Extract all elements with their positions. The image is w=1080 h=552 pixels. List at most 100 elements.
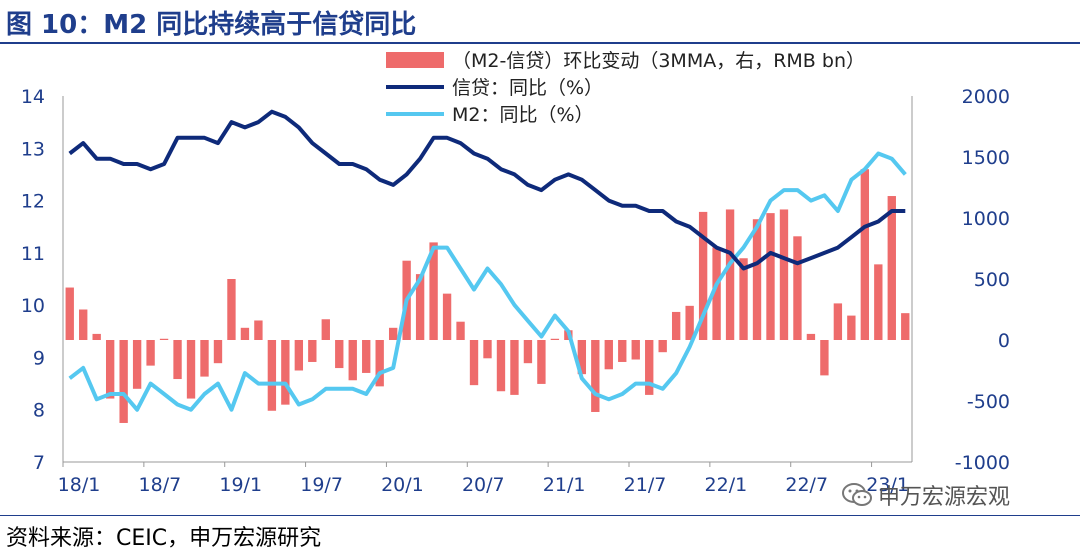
- x-tick-label: 19/7: [300, 474, 343, 496]
- y-left-tick-label: 7: [33, 452, 45, 474]
- x-tick-label: 22/1: [705, 474, 748, 496]
- bar: [173, 340, 182, 380]
- axes: 7 8 9 10 11 12 13 14 -1000 -500 0 500 1000 1500 2000 18…: [21, 86, 1010, 496]
- x-tick-label: 20/1: [381, 474, 424, 496]
- bar: [388, 327, 398, 340]
- bar: [712, 247, 721, 340]
- y-right-tick-label: 0: [998, 330, 1010, 352]
- source-note: 资料来源：CEIC，申万宏源研究: [6, 526, 322, 551]
- y-right-tick-label: 500: [974, 269, 1010, 291]
- bar: [537, 340, 546, 384]
- watermark-text: 申万宏源宏观: [878, 485, 1011, 510]
- bar: [132, 340, 142, 389]
- bar: [254, 320, 263, 340]
- bar: [739, 258, 748, 340]
- bar: [469, 340, 479, 386]
- bar: [362, 340, 371, 373]
- bar: [901, 313, 910, 340]
- x-tick-label: 21/7: [624, 474, 667, 496]
- bar: [227, 279, 236, 340]
- m2-yoy-line: [68, 151, 907, 412]
- bar: [281, 340, 290, 405]
- bar: [186, 340, 196, 399]
- credit-yoy-line: [68, 109, 906, 271]
- y-left-tick-label: 11: [21, 243, 45, 265]
- bar: [375, 340, 384, 387]
- bar: [685, 305, 694, 340]
- bar: [159, 338, 169, 340]
- bar: [308, 340, 317, 362]
- y-left-tick-label: 8: [33, 400, 45, 422]
- bar: [65, 287, 74, 340]
- bar: [79, 309, 88, 340]
- bar: [213, 340, 223, 364]
- bar: [725, 209, 735, 340]
- legend-label: （M2-信贷）环比变动（3MMA，右，RMB bn）: [452, 50, 865, 72]
- x-tick-label: 18/7: [139, 474, 182, 496]
- source-divider: [0, 515, 1080, 516]
- bar: [335, 340, 344, 369]
- bar: [847, 315, 856, 340]
- bar: [604, 340, 613, 370]
- bar: [645, 340, 654, 395]
- bar: [119, 340, 128, 423]
- line-series: [68, 109, 907, 412]
- x-tick-label: 20/7: [462, 474, 505, 496]
- bar: [523, 340, 533, 364]
- x-tick-label: 22/7: [785, 474, 828, 496]
- bar: [874, 264, 883, 340]
- watermark: 申万宏源宏观: [842, 478, 1010, 512]
- bar: [294, 340, 304, 371]
- bar: [348, 340, 357, 381]
- x-tick-label: 19/1: [219, 474, 262, 496]
- title-divider: [0, 42, 1080, 44]
- bar: [577, 340, 587, 375]
- x-tick-label: 21/1: [543, 474, 586, 496]
- bar: [806, 333, 816, 340]
- chart: （M2-信贷）环比变动（3MMA，右，RMB bn） 信贷：同比（%） M2：同比（…: [21, 50, 1010, 496]
- bar: [766, 213, 775, 340]
- bar-series: [65, 169, 910, 423]
- bar: [618, 340, 627, 362]
- y-left-tick-label: 9: [33, 347, 45, 369]
- bar: [833, 303, 843, 340]
- legend-label: M2：同比（%）: [452, 104, 594, 126]
- bar: [591, 340, 600, 412]
- bar: [698, 211, 708, 340]
- bar: [456, 321, 465, 340]
- bar: [496, 340, 506, 392]
- bar: [779, 209, 789, 340]
- bar: [658, 340, 667, 353]
- bar: [510, 340, 519, 395]
- y-right-tick-label: 1500: [962, 147, 1010, 169]
- bar: [820, 340, 829, 376]
- bar: [267, 340, 277, 411]
- wechat-icon: [842, 483, 872, 506]
- bar: [860, 169, 870, 340]
- y-left-tick-label: 12: [21, 191, 45, 213]
- bar: [200, 340, 209, 377]
- bar: [429, 242, 438, 340]
- legend-swatch-bar: [386, 52, 444, 68]
- bar: [793, 236, 802, 340]
- bar: [671, 311, 681, 340]
- legend: （M2-信贷）环比变动（3MMA，右，RMB bn） 信贷：同比（%） M2：同比（…: [386, 50, 865, 126]
- y-right-tick-label: -1000: [955, 452, 1010, 474]
- bar: [321, 319, 330, 340]
- y-left-tick-label: 13: [21, 138, 45, 160]
- y-right-tick-label: -500: [967, 391, 1010, 413]
- y-right-tick-label: 1000: [962, 208, 1010, 230]
- bar: [483, 340, 492, 359]
- bar: [92, 333, 101, 340]
- chart-title: 图 10：M2 同比持续高于信贷同比: [6, 10, 417, 40]
- y-left-tick-label: 14: [21, 86, 45, 108]
- bar: [887, 196, 896, 340]
- bar: [550, 338, 560, 340]
- y-left-tick-label: 10: [21, 295, 45, 317]
- bar: [105, 340, 115, 399]
- y-right-tick-label: 2000: [962, 86, 1010, 108]
- bar: [442, 293, 452, 340]
- bar: [240, 327, 250, 340]
- x-tick-label: 18/1: [58, 474, 101, 496]
- bar: [146, 340, 155, 366]
